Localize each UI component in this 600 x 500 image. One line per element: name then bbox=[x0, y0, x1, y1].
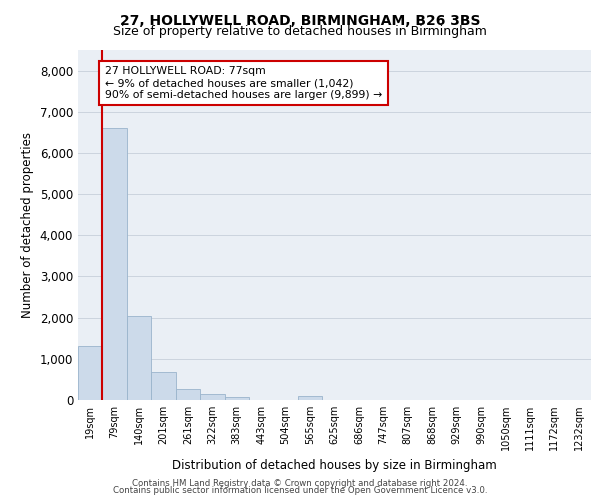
Text: 27, HOLLYWELL ROAD, BIRMINGHAM, B26 3BS: 27, HOLLYWELL ROAD, BIRMINGHAM, B26 3BS bbox=[120, 14, 480, 28]
Bar bbox=[176, 389, 200, 400]
Y-axis label: Number of detached properties: Number of detached properties bbox=[21, 132, 34, 318]
Bar bbox=[200, 394, 224, 400]
Text: Contains HM Land Registry data © Crown copyright and database right 2024.: Contains HM Land Registry data © Crown c… bbox=[132, 478, 468, 488]
Bar bbox=[151, 372, 176, 400]
Bar bbox=[103, 128, 127, 400]
Text: 27 HOLLYWELL ROAD: 77sqm
← 9% of detached houses are smaller (1,042)
90% of semi: 27 HOLLYWELL ROAD: 77sqm ← 9% of detache… bbox=[105, 66, 382, 100]
X-axis label: Distribution of detached houses by size in Birmingham: Distribution of detached houses by size … bbox=[172, 458, 497, 471]
Bar bbox=[127, 316, 151, 400]
Bar bbox=[224, 396, 249, 400]
Bar bbox=[298, 396, 322, 400]
Text: Contains public sector information licensed under the Open Government Licence v3: Contains public sector information licen… bbox=[113, 486, 487, 495]
Bar bbox=[78, 346, 103, 400]
Text: Size of property relative to detached houses in Birmingham: Size of property relative to detached ho… bbox=[113, 25, 487, 38]
